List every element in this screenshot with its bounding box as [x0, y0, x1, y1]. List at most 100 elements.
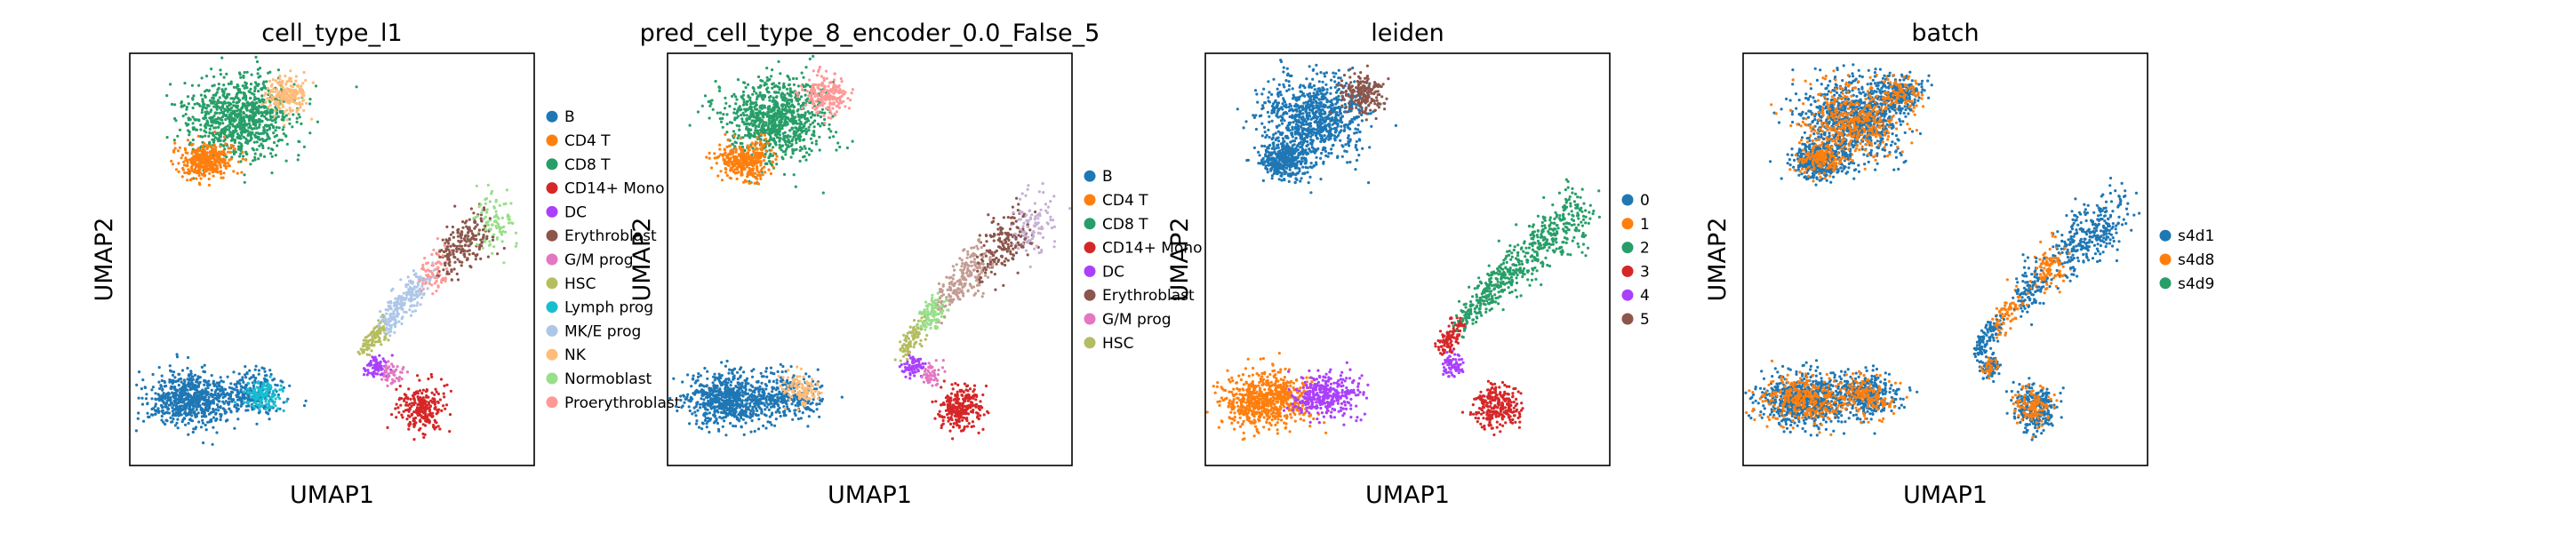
scatter-point	[207, 402, 211, 406]
scatter-point	[201, 107, 204, 112]
scatter-point	[461, 220, 465, 224]
scatter-point	[186, 396, 189, 400]
scatter-point	[199, 154, 203, 157]
scatter-point	[474, 220, 477, 224]
scatter-point	[395, 402, 398, 406]
scatter-point	[770, 75, 773, 78]
scatter-point	[766, 112, 770, 115]
scatter-point	[743, 156, 747, 160]
scatter-point	[275, 125, 278, 129]
scatter-point	[761, 98, 764, 101]
scatter-point	[219, 165, 222, 169]
scatter-point	[176, 149, 180, 153]
scatter-point	[162, 420, 165, 424]
scatter-point	[760, 104, 764, 107]
scatter-point	[839, 77, 843, 81]
scatter-point	[175, 353, 179, 356]
scatter-point	[766, 131, 770, 135]
scatter-point	[251, 404, 254, 408]
scatter-point	[435, 412, 438, 416]
scatter-point	[778, 82, 781, 85]
scatter-point	[188, 412, 191, 416]
scatter-point	[433, 401, 436, 405]
scatter-point	[479, 203, 483, 206]
scatter-point	[174, 168, 179, 171]
scatter-point	[804, 147, 807, 150]
scatter-point	[246, 100, 250, 104]
scatter-point	[832, 135, 836, 139]
scatter-point	[217, 137, 220, 140]
scatter-point	[205, 158, 209, 162]
scatter-point	[252, 101, 255, 105]
scatter-point	[288, 122, 292, 125]
scatter-point	[144, 397, 148, 401]
scatter-point	[476, 214, 480, 218]
scatter-point	[251, 118, 254, 122]
scatter-point	[243, 92, 246, 96]
scatter-point	[780, 117, 784, 121]
scatter-point	[724, 132, 727, 136]
scatter-point	[476, 223, 479, 227]
scatter-point	[300, 84, 303, 88]
scatter-point	[798, 139, 802, 142]
scatter-point	[439, 378, 444, 381]
scatter-point	[179, 396, 182, 400]
scatter-point	[485, 208, 489, 211]
scatter-point	[203, 370, 207, 374]
scatter-point	[401, 416, 404, 419]
scatter-point	[705, 155, 708, 159]
scatter-point	[365, 353, 369, 356]
scatter-point	[383, 371, 387, 375]
scatter-point	[184, 404, 188, 408]
scatter-point	[146, 402, 149, 406]
scatter-point	[141, 378, 145, 382]
scatter-point	[464, 243, 468, 247]
scatter-point	[169, 386, 172, 390]
scatter-point	[777, 60, 780, 63]
scatter-point	[270, 83, 274, 86]
scatter-point	[428, 410, 431, 413]
scatter-point	[251, 91, 254, 95]
scatter-point	[452, 231, 455, 235]
scatter-point	[211, 84, 214, 88]
scatter-point	[280, 102, 284, 107]
scatter-point	[845, 146, 850, 150]
scatter-point	[495, 227, 499, 230]
scatter-point	[222, 402, 226, 405]
scatter-point	[789, 110, 794, 114]
scatter-point	[186, 139, 189, 142]
scatter-point	[763, 133, 767, 137]
scatter-point	[400, 322, 404, 326]
legend-marker	[546, 396, 558, 409]
scatter-point	[288, 384, 292, 387]
scatter-point	[242, 380, 245, 384]
scatter-point	[435, 289, 438, 293]
scatter-point	[174, 388, 178, 392]
scatter-point	[781, 131, 785, 135]
scatter-point	[252, 159, 255, 163]
scatter-point	[204, 403, 208, 407]
scatter-point	[176, 426, 180, 430]
scatter-point	[284, 134, 288, 138]
scatter-point	[271, 394, 275, 398]
scatter-point	[442, 268, 445, 272]
scatter-point	[794, 121, 797, 125]
scatter-point	[180, 101, 183, 105]
scatter-point	[212, 399, 215, 402]
scatter-point	[216, 100, 220, 105]
scatter-point	[262, 377, 267, 380]
scatter-point	[472, 217, 476, 220]
scatter-point	[212, 101, 215, 105]
scatter-point	[708, 116, 711, 120]
scatter-point	[186, 179, 189, 182]
scatter-point	[762, 113, 765, 116]
scatter-point	[260, 394, 264, 398]
scatter-point	[160, 378, 164, 383]
scatter-point	[170, 159, 173, 163]
scatter-point	[189, 418, 193, 422]
scatter-point	[260, 119, 263, 123]
scatter-point	[235, 100, 238, 105]
scatter-point	[201, 105, 204, 109]
scatter-point	[162, 392, 165, 395]
scatter-point	[468, 252, 471, 256]
